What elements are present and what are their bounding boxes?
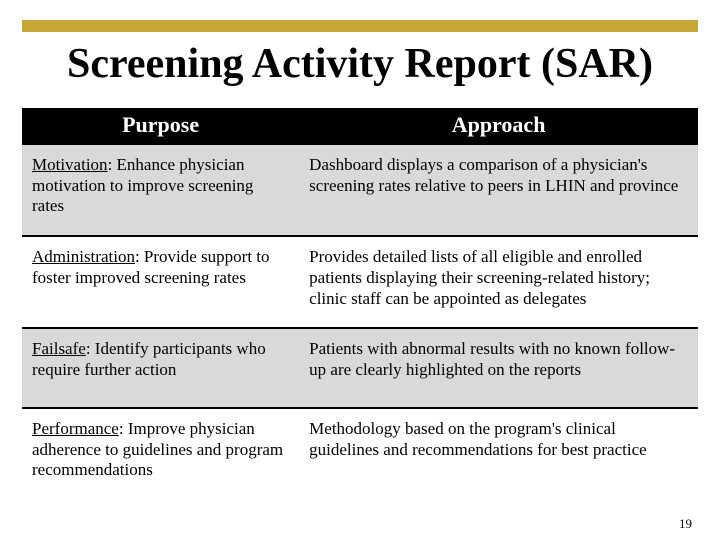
sar-table: Purpose Approach Motivation: Enhance phy…: [22, 108, 698, 485]
table-row: Performance: Improve physician adherence…: [22, 408, 698, 485]
purpose-label: Motivation: [32, 155, 108, 174]
table-row: Motivation: Enhance physician motivation…: [22, 145, 698, 237]
col-header-approach: Approach: [299, 108, 698, 145]
approach-cell: Dashboard displays a comparison of a phy…: [299, 145, 698, 237]
accent-bar: [22, 20, 698, 32]
approach-cell: Provides detailed lists of all eligible …: [299, 236, 698, 328]
purpose-cell: Performance: Improve physician adherence…: [22, 408, 299, 485]
purpose-cell: Failsafe: Identify participants who requ…: [22, 328, 299, 407]
page-title: Screening Activity Report (SAR): [0, 40, 720, 88]
table-row: Administration: Provide support to foste…: [22, 236, 698, 328]
purpose-label: Administration: [32, 247, 135, 266]
approach-cell: Methodology based on the program's clini…: [299, 408, 698, 485]
page-number: 19: [679, 516, 692, 532]
purpose-label: Performance: [32, 419, 119, 438]
purpose-cell: Motivation: Enhance physician motivation…: [22, 145, 299, 237]
approach-cell: Patients with abnormal results with no k…: [299, 328, 698, 407]
col-header-purpose: Purpose: [22, 108, 299, 145]
table-row: Failsafe: Identify participants who requ…: [22, 328, 698, 407]
purpose-label: Failsafe: [32, 339, 86, 358]
purpose-cell: Administration: Provide support to foste…: [22, 236, 299, 328]
